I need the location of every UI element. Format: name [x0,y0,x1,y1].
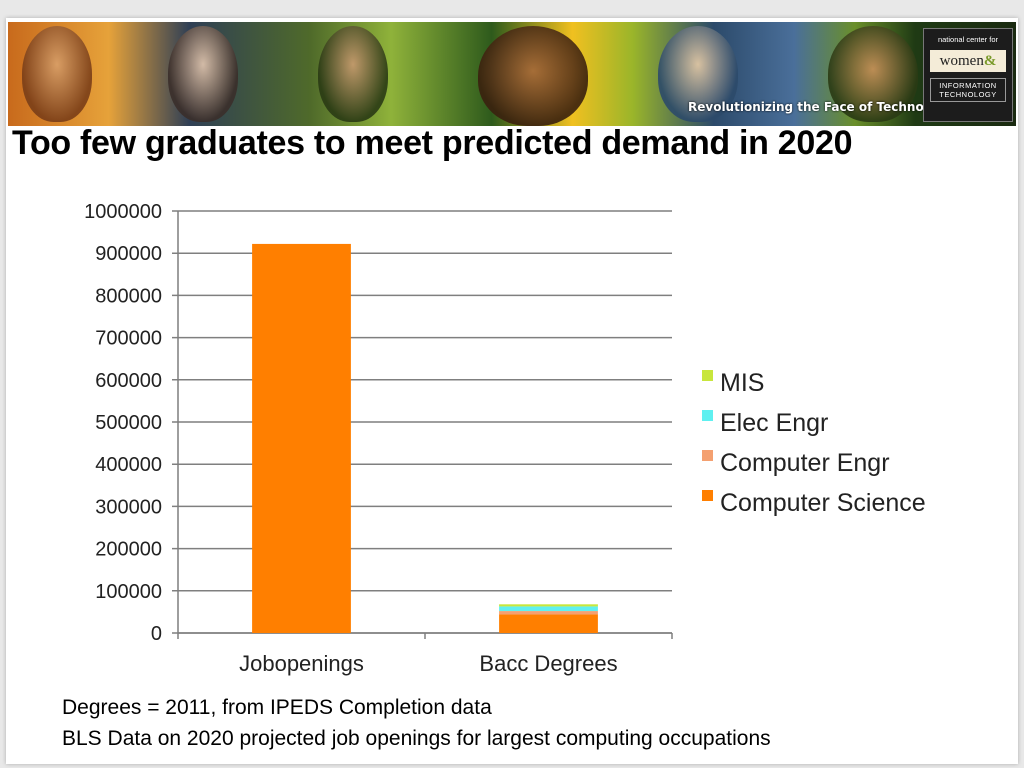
y-tick-label: 900000 [95,243,162,265]
y-tick-label: 400000 [95,454,162,476]
legend-swatch [702,490,713,501]
banner-photo-2 [168,26,238,122]
legend-label: Computer Science [720,489,926,517]
y-tick-label: 800000 [95,285,162,307]
legend-swatch [702,410,713,421]
logo-women-text: women& [930,50,1006,72]
banner-photo-4 [478,26,588,126]
banner-photo-5 [658,26,738,122]
y-tick-label: 700000 [95,328,162,350]
x-category-label: Bacc Degrees [479,651,617,676]
x-category-label: Jobopenings [239,651,364,676]
bar-segment [499,606,598,612]
legend-swatch [702,450,713,461]
y-tick-label: 100000 [95,581,162,603]
logo-top-text: national center for [937,35,999,44]
legend-label: MIS [720,369,764,397]
logo-women-word: women [939,53,984,69]
legend-swatch [702,370,713,381]
slide-title: Too few graduates to meet predicted dema… [12,124,853,162]
y-tick-label: 200000 [95,539,162,561]
y-tick-label: 500000 [95,412,162,434]
banner-photo-1 [22,26,92,122]
y-tick-label: 0 [151,623,162,645]
bar-segment [499,604,598,607]
logo-bottom-text: INFORMATION TECHNOLOGY [930,78,1006,102]
bar-segment [252,243,351,633]
y-tick-label: 300000 [95,496,162,518]
banner-photo-3 [318,26,388,122]
header-banner-image: Revolutionizing the Face of Technology n… [8,22,1016,126]
footnote-degrees: Degrees = 2011, from IPEDS Completion da… [62,696,492,719]
logo-ampersand: & [983,53,997,69]
ncwit-logo: national center for women& INFORMATION T… [923,28,1013,122]
y-tick-label: 1000000 [84,201,162,223]
footnote-bls: BLS Data on 2020 projected job openings … [62,727,771,750]
slide-background [6,18,1018,764]
banner-photo-6 [828,26,918,122]
bar-segment [499,614,598,633]
legend-label: Computer Engr [720,449,890,477]
legend-label: Elec Engr [720,409,828,437]
y-tick-label: 600000 [95,370,162,392]
banner-tagline: Revolutionizing the Face of Technology [688,100,953,114]
bar-segment [499,611,598,615]
